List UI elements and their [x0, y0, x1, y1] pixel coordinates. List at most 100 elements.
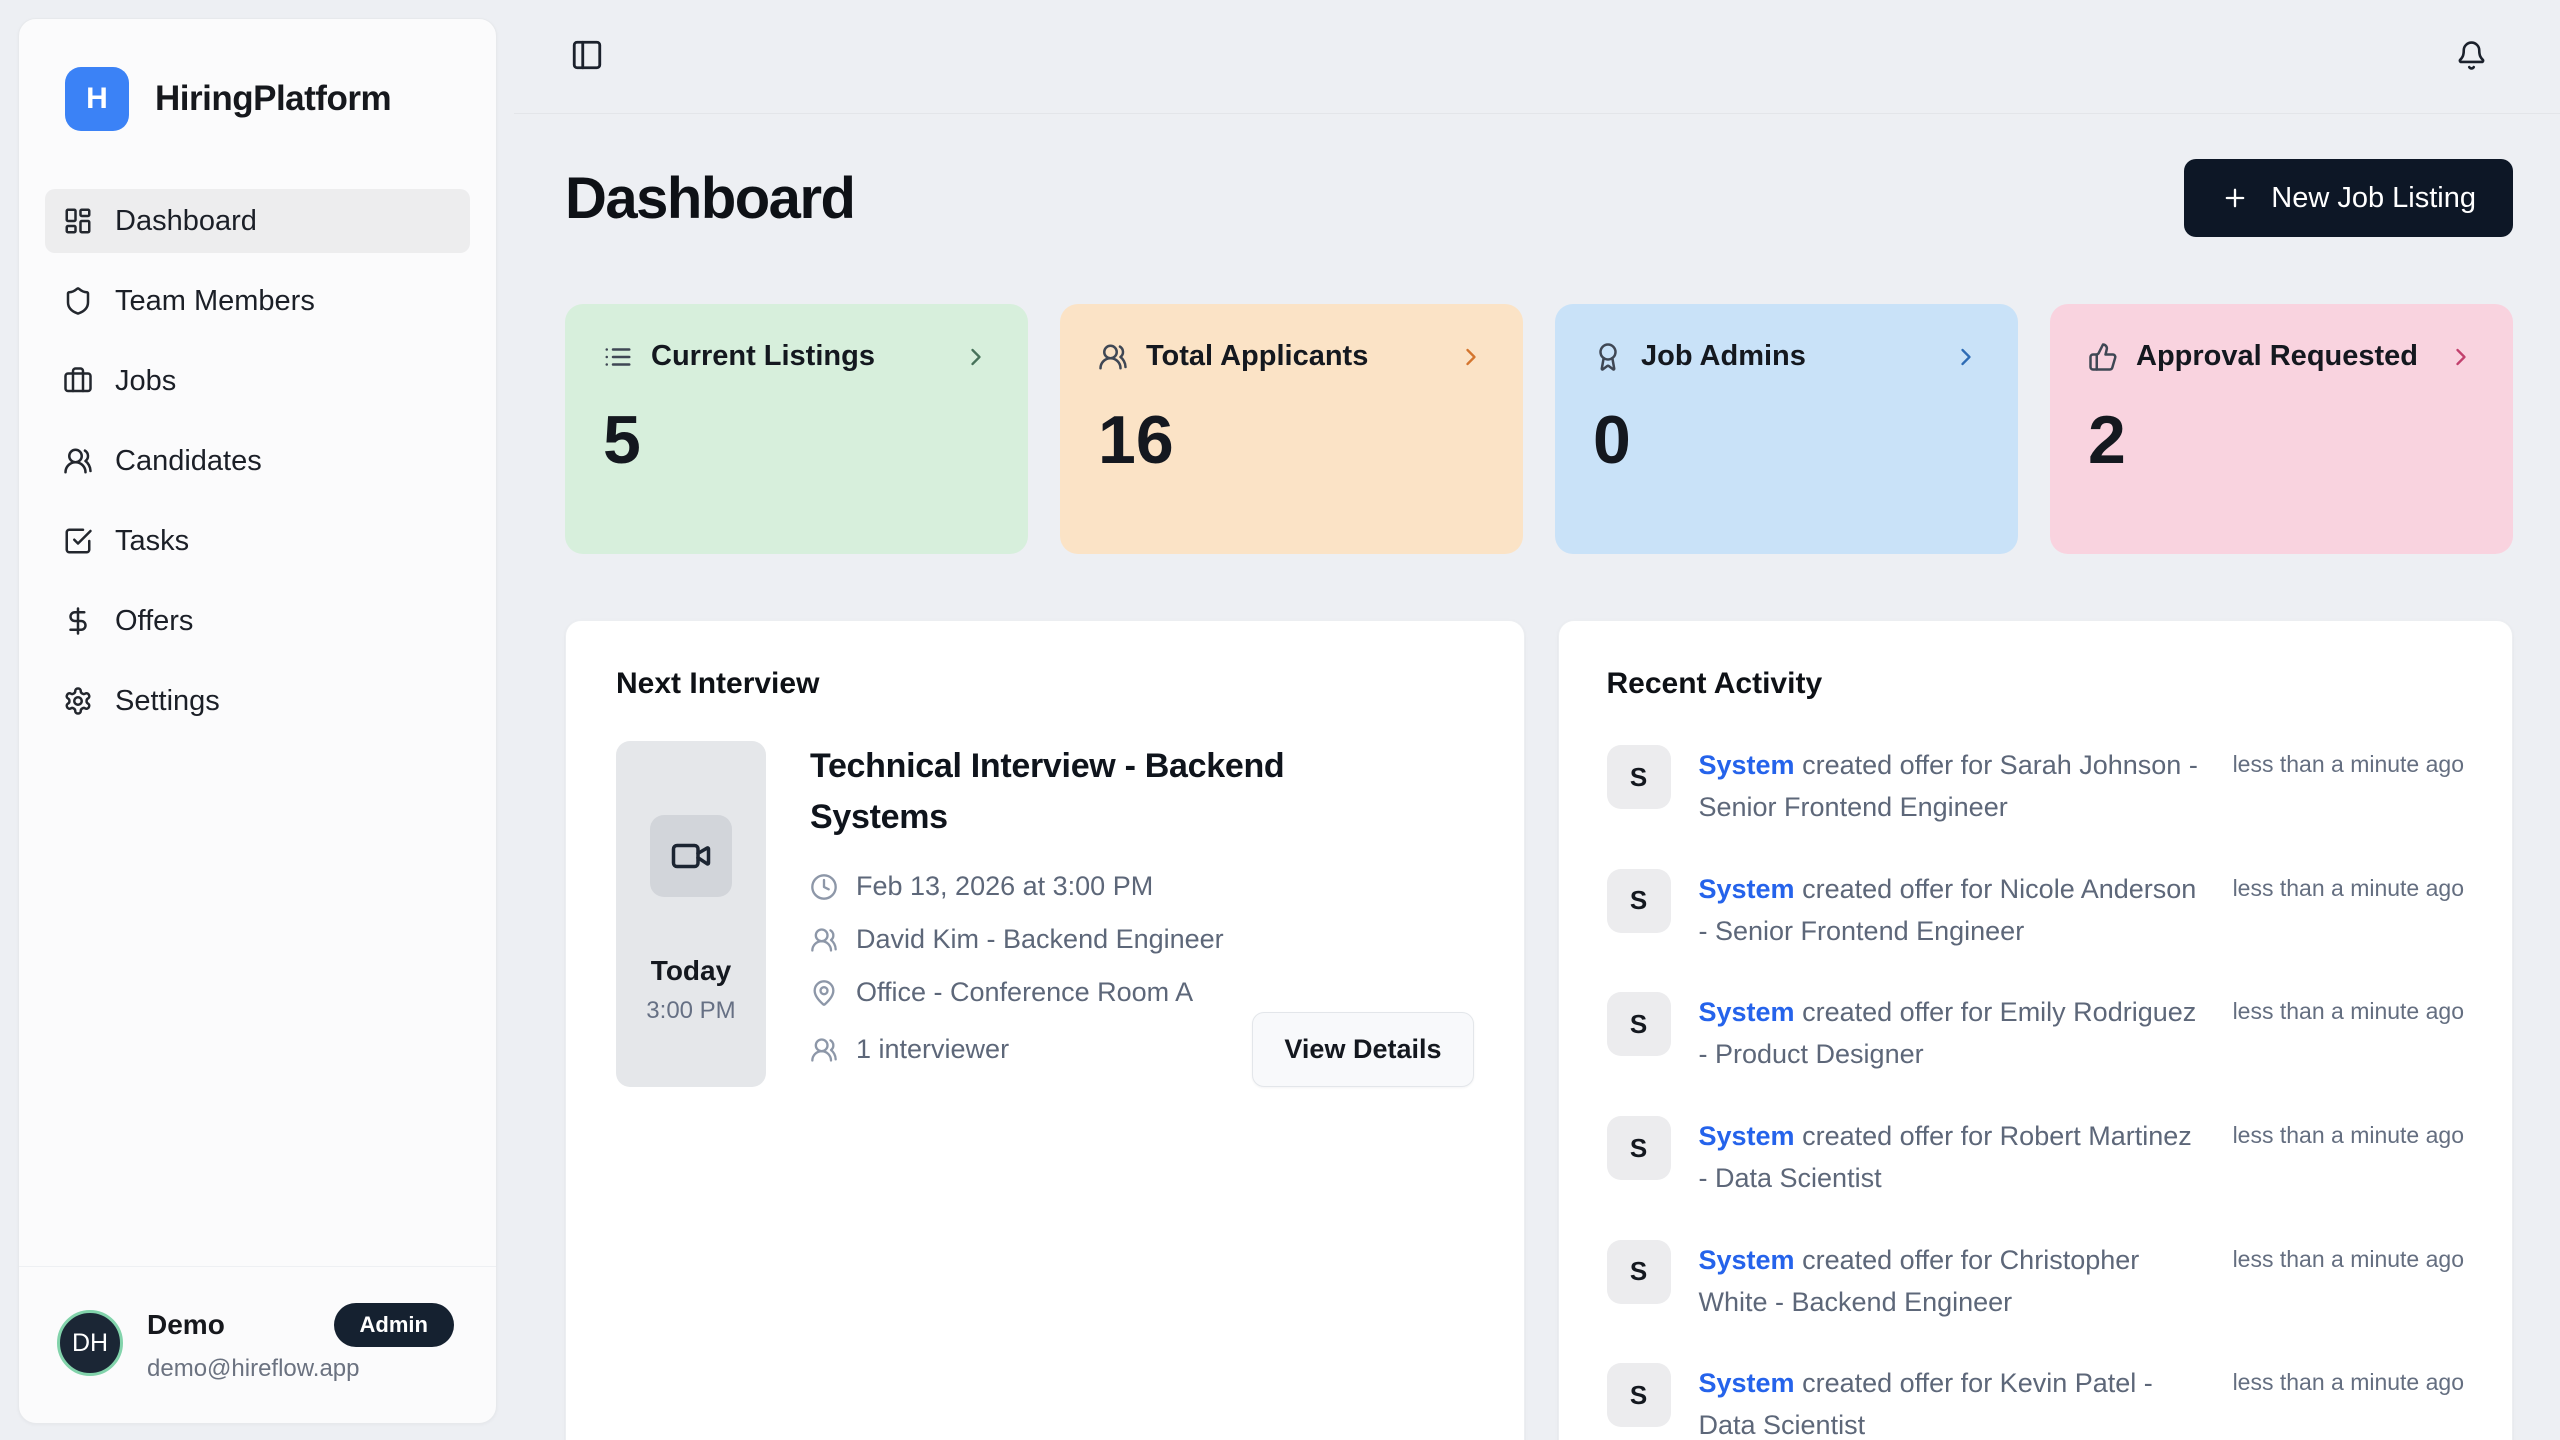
activity-timestamp: less than a minute ago — [2232, 874, 2464, 901]
activity-timestamp: less than a minute ago — [2232, 1122, 2464, 1149]
list-icon — [603, 342, 633, 372]
app-name: HiringPlatform — [155, 79, 392, 118]
activity-text: System created offer for Kevin Patel - D… — [1699, 1363, 2207, 1440]
interviewer-count-row: 1 interviewer — [810, 1034, 1009, 1065]
chevron-right-icon — [1457, 343, 1485, 371]
activity-text: System created offer for Robert Martinez… — [1699, 1116, 2207, 1200]
activity-item: S System created offer for Sarah Johnson… — [1606, 745, 2464, 829]
activity-item: S System created offer for Emily Rodrigu… — [1606, 992, 2464, 1076]
sidebar-item[interactable]: Tasks — [45, 509, 470, 573]
user-email: demo@hireflow.app — [147, 1355, 360, 1382]
recent-activity-card: Recent Activity S System created offer f… — [1557, 620, 2513, 1440]
next-interview-card: Next Interview Today 3:00 PM Technical I… — [565, 620, 1525, 1440]
interview-day: Today — [650, 955, 732, 986]
interview-job-title: Technical Interview - Backend Systems — [810, 747, 1285, 836]
chevron-right-icon — [1952, 343, 1980, 371]
sidebar: H HiringPlatform Dashboard Team Members … — [18, 18, 497, 1424]
interview-location: Office - Conference Room A — [856, 977, 1194, 1007]
activity-item: S System created offer for Nicole Anders… — [1606, 868, 2464, 953]
interview-candidate: David Kim - Backend Engineer — [856, 924, 1224, 954]
sidebar-item-label: Team Members — [115, 284, 315, 317]
sidebar-item[interactable]: Jobs — [45, 349, 470, 413]
sidebar-item-label: Offers — [115, 604, 194, 637]
activity-text: System created offer for Emily Rodriguez… — [1699, 992, 2207, 1076]
stat-value: 5 — [603, 402, 641, 478]
map-pin-icon — [810, 979, 838, 1007]
role-badge: Admin — [333, 1303, 454, 1347]
dollar-icon — [63, 606, 93, 636]
activity-description: created offer for Nicole Anderson - Seni… — [1698, 873, 2197, 946]
stat-label: Total Applicants — [1146, 340, 1369, 372]
stat-card-header: Job Admins — [1593, 340, 1980, 373]
panel-left-icon — [570, 38, 604, 72]
activity-avatar: S — [1606, 992, 1671, 1057]
activity-avatar-letter: S — [1629, 761, 1648, 792]
sidebar-item[interactable]: Settings — [45, 669, 470, 733]
award-icon — [1593, 342, 1623, 372]
interview-time: 3:00 PM — [646, 997, 736, 1024]
sidebar-item[interactable]: Dashboard — [45, 189, 470, 253]
sidebar-nav: Dashboard Team Members Jobs Candidates — [19, 189, 496, 733]
avatar-initials: DH — [71, 1328, 109, 1357]
sidebar-item[interactable]: Candidates — [45, 429, 470, 493]
interview-body: Today 3:00 PM Technical Interview - Back… — [616, 741, 1474, 1087]
activity-text: System created offer for Sarah Johnson -… — [1699, 745, 2207, 829]
plus-icon — [2221, 184, 2249, 212]
square-check-icon — [63, 526, 93, 556]
app-logo-row: H HiringPlatform — [19, 19, 496, 131]
activity-avatar: S — [1606, 1363, 1671, 1428]
new-job-listing-button[interactable]: New Job Listing — [2184, 159, 2513, 237]
app-logo: H — [65, 67, 129, 131]
gear-icon — [63, 686, 93, 716]
activity-text: System created offer for Nicole Anderson… — [1699, 869, 2207, 953]
notifications-button[interactable] — [2456, 40, 2487, 74]
sidebar-toggle-button[interactable] — [570, 38, 604, 75]
sidebar-item-label: Candidates — [115, 444, 262, 477]
stat-label: Job Admins — [1641, 340, 1806, 372]
next-interview-title: Next Interview — [616, 667, 820, 700]
sidebar-item-label: Tasks — [115, 524, 190, 557]
activity-timestamp: less than a minute ago — [2232, 1245, 2464, 1272]
user-profile[interactable]: DH Demo Admin demo@hireflow.app — [19, 1266, 496, 1423]
activity-item: S System created offer for Kevin Patel -… — [1606, 1363, 2464, 1440]
chevron-right-icon — [2447, 343, 2475, 371]
chevron-right-icon — [962, 343, 990, 371]
interview-candidate-row: David Kim - Backend Engineer — [810, 924, 1474, 955]
activity-actor-link[interactable]: System — [1698, 997, 1795, 1028]
view-details-button[interactable]: View Details — [1252, 1012, 1474, 1087]
activity-actor-link[interactable]: System — [1698, 1121, 1795, 1152]
activity-actor-link[interactable]: System — [1698, 1244, 1795, 1275]
stat-value: 2 — [2088, 402, 2126, 478]
app-logo-letter: H — [86, 82, 108, 115]
activity-actor-link[interactable]: System — [1698, 1368, 1795, 1399]
activity-avatar: S — [1606, 745, 1671, 809]
stat-value: 16 — [1098, 402, 1174, 478]
stat-card[interactable]: Approval Requested 2 — [2050, 304, 2513, 554]
users-icon — [63, 446, 93, 476]
stat-card[interactable]: Current Listings 5 — [565, 304, 1028, 554]
stat-label: Approval Requested — [2136, 340, 2418, 372]
interview-date-tile: Today 3:00 PM — [616, 741, 766, 1087]
activity-actor-link[interactable]: System — [1698, 873, 1795, 904]
activity-item: S System created offer for Robert Martin… — [1606, 1116, 2464, 1200]
sidebar-item[interactable]: Offers — [45, 589, 470, 653]
avatar: DH — [57, 1310, 123, 1376]
stat-card-header: Total Applicants — [1098, 340, 1485, 373]
new-job-listing-label: New Job Listing — [2271, 181, 2476, 214]
sidebar-item-label: Jobs — [115, 364, 177, 397]
activity-description: created offer for Robert Martinez - Data… — [1698, 1121, 2192, 1193]
users-icon — [810, 1036, 838, 1064]
activity-avatar: S — [1606, 868, 1671, 933]
activity-avatar-letter: S — [1629, 885, 1648, 916]
activity-timestamp: less than a minute ago — [2232, 1369, 2464, 1396]
interview-location-row: Office - Conference Room A — [810, 977, 1474, 1008]
stat-card[interactable]: Total Applicants 16 — [1060, 304, 1523, 554]
activity-avatar-letter: S — [1629, 1132, 1648, 1163]
activity-description: created offer for Kevin Patel - Data Sci… — [1698, 1368, 2153, 1440]
activity-description: created offer for Christopher White - Ba… — [1698, 1244, 2140, 1317]
sidebar-item[interactable]: Team Members — [45, 269, 470, 333]
interview-footer: 1 interviewer View Details — [810, 1012, 1474, 1087]
page-content: Dashboard New Job Listing Current Listin… — [514, 114, 2560, 1440]
stat-card[interactable]: Job Admins 0 — [1555, 304, 2018, 554]
activity-actor-link[interactable]: System — [1698, 750, 1795, 780]
